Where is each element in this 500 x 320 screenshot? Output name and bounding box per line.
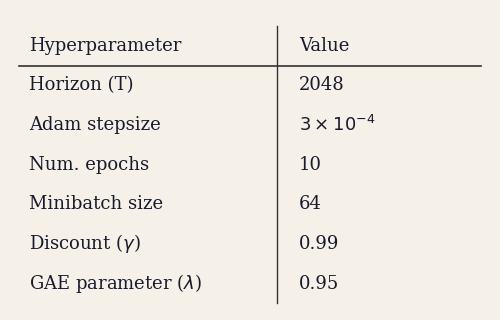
Text: 0.95: 0.95 (299, 275, 340, 292)
Text: 0.99: 0.99 (299, 235, 340, 253)
Text: Minibatch size: Minibatch size (29, 195, 163, 213)
Text: $3 \times 10^{-4}$: $3 \times 10^{-4}$ (299, 115, 376, 135)
Text: Adam stepsize: Adam stepsize (29, 116, 160, 134)
Text: Hyperparameter: Hyperparameter (29, 37, 181, 55)
Text: Value: Value (299, 37, 350, 55)
Text: 10: 10 (299, 156, 322, 174)
Text: Horizon (T): Horizon (T) (29, 76, 133, 94)
Text: GAE parameter ($\lambda$): GAE parameter ($\lambda$) (29, 272, 202, 295)
Text: 2048: 2048 (299, 76, 345, 94)
Text: 64: 64 (299, 195, 322, 213)
Text: Discount ($\gamma$): Discount ($\gamma$) (29, 232, 140, 255)
Text: Num. epochs: Num. epochs (29, 156, 149, 174)
